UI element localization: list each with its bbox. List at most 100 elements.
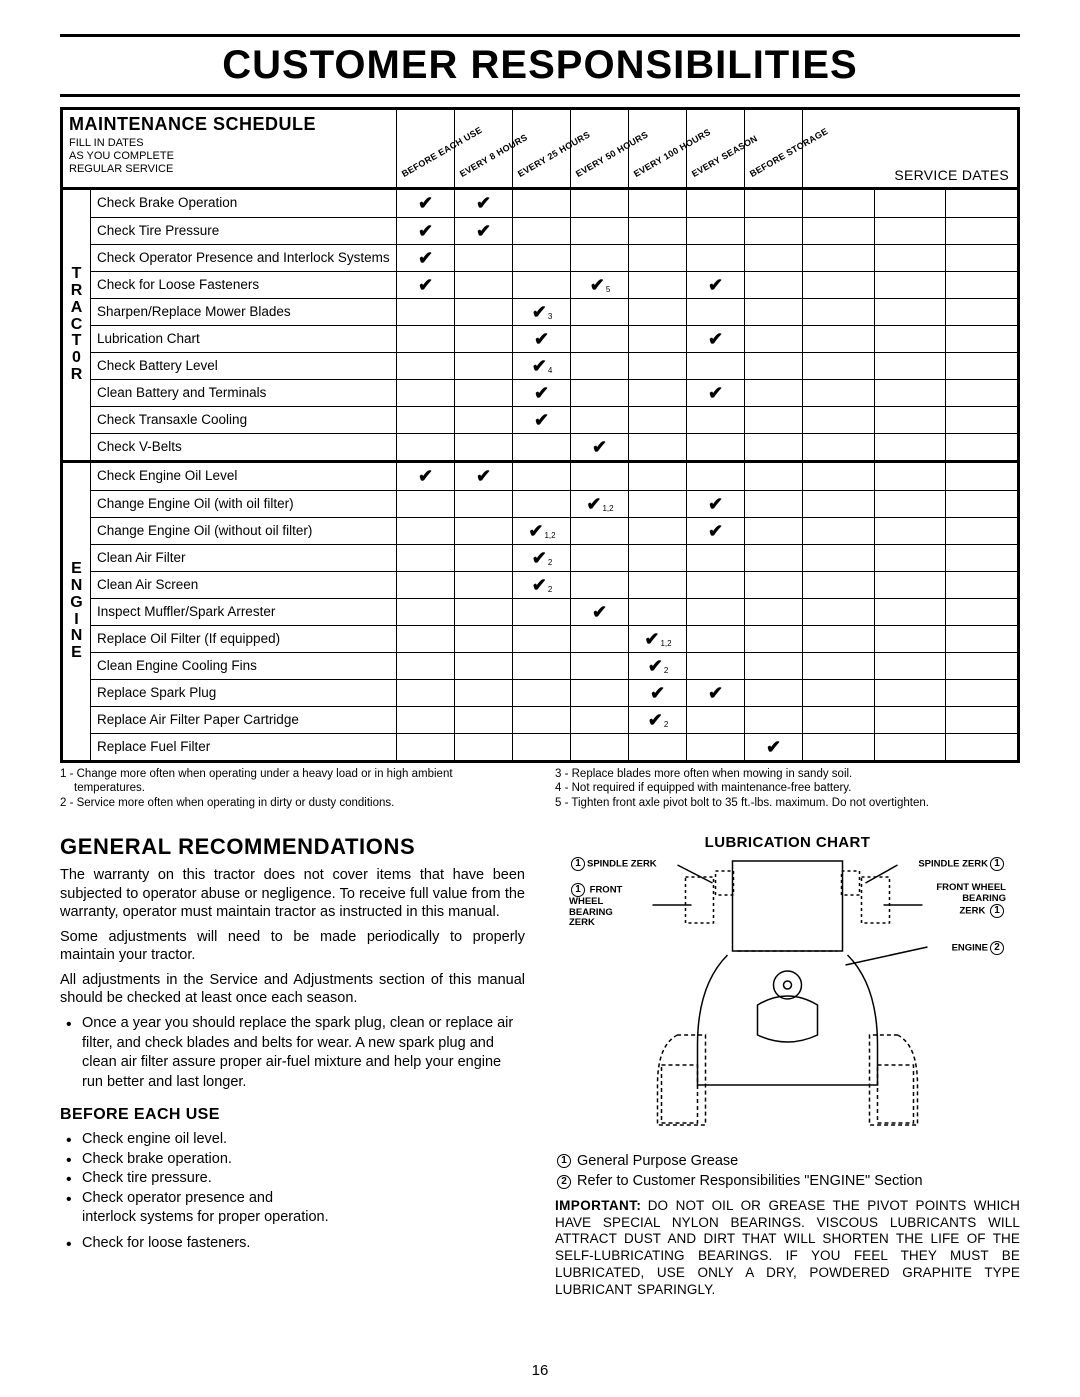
before-item-1: Check engine oil level.	[60, 1130, 525, 1150]
check-cell	[571, 326, 629, 352]
check-cell	[455, 326, 513, 352]
check-cell	[571, 680, 629, 706]
table-row: Change Engine Oil (with oil filter)✔1,2✔	[91, 490, 1017, 517]
check-cell	[629, 572, 687, 598]
lbl-spindle-right: SPINDLE ZERK1	[918, 857, 1006, 871]
check-cell	[571, 218, 629, 244]
service-dates-label: SERVICE DATES	[894, 167, 1009, 183]
task-cell: Lubrication Chart	[91, 326, 397, 352]
table-row: Check Transaxle Cooling ✔	[91, 406, 1017, 433]
footnotes-right: 3 - Replace blades more often when mowin…	[555, 767, 1020, 810]
check-cell	[629, 218, 687, 244]
check-cell	[397, 653, 455, 679]
check-cell	[397, 572, 455, 598]
footnotes-left: 1 - Change more often when operating und…	[60, 767, 525, 810]
service-dates-cells	[803, 626, 1017, 652]
task-cell: Replace Air Filter Paper Cartridge	[91, 707, 397, 733]
interval-header: BEFORE STORAGE	[745, 110, 803, 187]
check-cell	[397, 326, 455, 352]
check-cell	[455, 599, 513, 625]
sub-line-2: AS YOU COMPLETE	[69, 150, 174, 162]
check-cell	[629, 353, 687, 379]
check-cell	[571, 245, 629, 271]
check-cell	[513, 599, 571, 625]
check-cell	[513, 707, 571, 733]
sub-line-1: FILL IN DATES	[69, 137, 144, 149]
check-cell: ✔1,2	[513, 518, 571, 544]
check-cell	[455, 734, 513, 760]
check-cell	[455, 572, 513, 598]
check-cell: ✔	[397, 463, 455, 490]
table-row: Lubrication Chart ✔ ✔	[91, 325, 1017, 352]
before-item-4b: interlock systems for proper operation.	[60, 1208, 525, 1228]
check-cell	[513, 272, 571, 298]
check-cell	[571, 380, 629, 406]
task-cell: Check V-Belts	[91, 434, 397, 460]
check-cell	[455, 680, 513, 706]
general-p1: The warranty on this tractor does not co…	[60, 866, 525, 922]
check-cell	[745, 463, 803, 490]
page-number: 16	[532, 1362, 549, 1379]
check-cell	[513, 734, 571, 760]
task-cell: Sharpen/Replace Mower Blades	[91, 299, 397, 325]
lube-title: LUBRICATION CHART	[555, 834, 1020, 851]
check-cell	[629, 245, 687, 271]
task-cell: Change Engine Oil (without oil filter)	[91, 518, 397, 544]
check-cell	[455, 491, 513, 517]
service-dates-cells	[803, 407, 1017, 433]
check-cell: ✔	[513, 407, 571, 433]
check-cell	[513, 190, 571, 217]
table-row: Clean Air Screen✔2	[91, 571, 1017, 598]
check-cell	[745, 190, 803, 217]
check-cell	[513, 463, 571, 490]
top-rule	[60, 34, 1020, 37]
check-cell	[687, 218, 745, 244]
task-cell: Check Transaxle Cooling	[91, 407, 397, 433]
check-cell	[571, 572, 629, 598]
table-row: Clean Battery and Terminals✔✔	[91, 379, 1017, 406]
table-row: Check Engine Oil Level✔✔	[91, 463, 1017, 490]
interval-header: EVERY 25 HOURS	[513, 110, 571, 187]
table-row: Check Operator Presence and Interlock Sy…	[91, 244, 1017, 271]
check-cell: ✔3	[513, 299, 571, 325]
task-cell: Check for Loose Fasteners	[91, 272, 397, 298]
check-cell	[629, 518, 687, 544]
check-cell	[745, 545, 803, 571]
check-cell: ✔1,2	[571, 491, 629, 517]
check-cell	[745, 353, 803, 379]
service-dates-cells	[803, 272, 1017, 298]
check-cell	[745, 653, 803, 679]
task-cell: Clean Air Filter	[91, 545, 397, 571]
table-row: Check Tire Pressure✔✔	[91, 217, 1017, 244]
check-cell: ✔	[513, 326, 571, 352]
check-cell	[687, 299, 745, 325]
service-dates-cells	[803, 680, 1017, 706]
check-cell	[397, 599, 455, 625]
check-cell	[513, 218, 571, 244]
check-cell	[513, 653, 571, 679]
check-cell	[687, 190, 745, 217]
check-cell	[397, 434, 455, 460]
check-cell	[629, 190, 687, 217]
check-cell: ✔	[687, 326, 745, 352]
check-cell	[397, 491, 455, 517]
check-cell: ✔	[687, 518, 745, 544]
check-cell	[745, 680, 803, 706]
task-cell: Replace Spark Plug	[91, 680, 397, 706]
check-cell	[629, 491, 687, 517]
check-cell	[571, 518, 629, 544]
service-dates-cells	[803, 245, 1017, 271]
task-cell: Clean Air Screen	[91, 572, 397, 598]
check-cell	[745, 491, 803, 517]
check-cell: ✔	[687, 491, 745, 517]
table-row: Change Engine Oil (without oil filter) ✔1…	[91, 517, 1017, 544]
check-cell	[629, 734, 687, 760]
check-cell	[455, 245, 513, 271]
task-cell: Clean Engine Cooling Fins	[91, 653, 397, 679]
fn-1: 1 - Change more often when operating und…	[60, 767, 525, 796]
check-cell	[397, 680, 455, 706]
check-cell	[629, 407, 687, 433]
check-cell	[571, 407, 629, 433]
table-row: Sharpen/Replace Mower Blades ✔3	[91, 298, 1017, 325]
check-cell	[629, 545, 687, 571]
